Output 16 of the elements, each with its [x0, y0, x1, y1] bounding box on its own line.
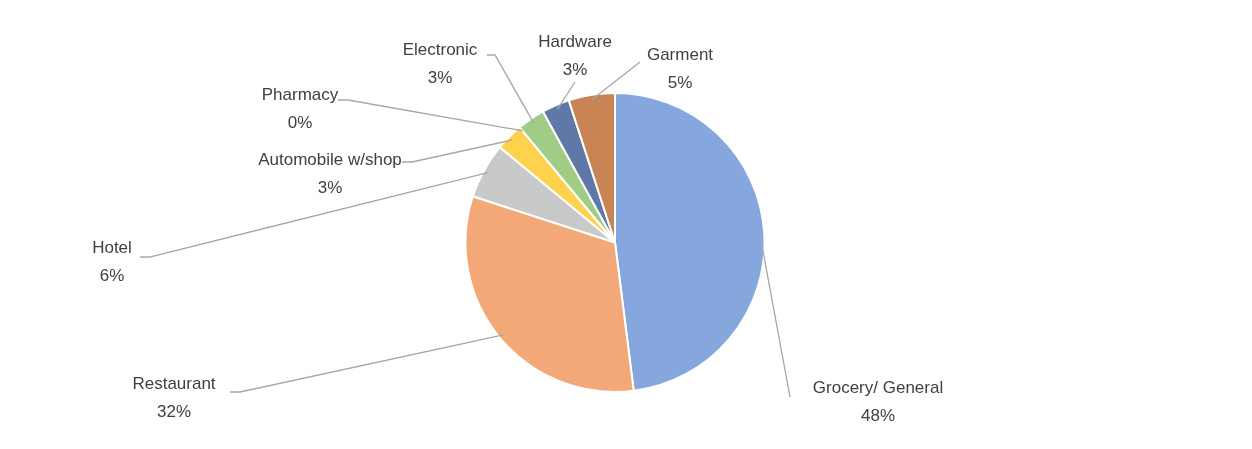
text: 0%: [287, 112, 313, 132]
data-label: 3%: [317, 177, 343, 197]
data-label: 3%: [427, 67, 453, 87]
slice-label: Hotel: [92, 237, 132, 257]
slice-label: Restaurant: [132, 373, 216, 393]
data-label: 48%: [860, 405, 896, 425]
data-label: 6%: [99, 265, 125, 285]
category-label: Pharmacy: [261, 84, 339, 104]
slice-label: Automobile w/shop: [258, 149, 402, 169]
slice-label: Garment: [646, 44, 714, 64]
slice-label: Electronic: [402, 39, 478, 59]
data-label: 32%: [156, 401, 192, 421]
data-label: 5%: [667, 72, 693, 92]
data-label: 3%: [562, 59, 588, 79]
slice-label: Hardware: [538, 31, 612, 51]
slice-label: Grocery/ General: [812, 377, 944, 397]
